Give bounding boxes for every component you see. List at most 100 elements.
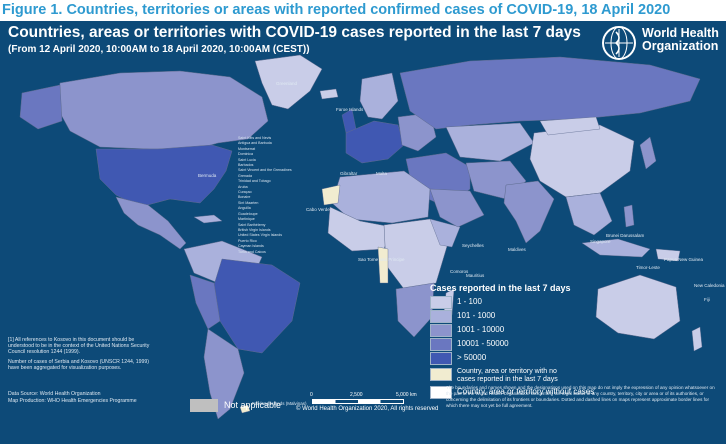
island-label: Barbados: [238, 163, 254, 168]
country-label: Brunei Darussalam: [606, 233, 645, 238]
map-subtitle: (From 12 April 2020, 10:00AM to 18 April…: [8, 44, 310, 55]
scale-bar-graphic: [312, 399, 404, 404]
legend-item: 1 - 100: [430, 296, 600, 310]
island-label: Saint Kitts and Nevis: [238, 136, 272, 140]
island-label: British Virgin Islands: [238, 227, 271, 232]
legend-item: Country, area or territory without cases: [430, 386, 600, 400]
source-block: Data Source: World Health Organization M…: [8, 391, 137, 405]
region-no-case-africa: [377, 246, 389, 284]
country-label: Maldives: [508, 247, 526, 252]
scale-bar: 0 2,500 5,000 km: [310, 392, 420, 422]
legend-label: Country, area or territory with no cases…: [457, 368, 558, 383]
legend-swatch: [430, 386, 452, 399]
legend-title: Cases reported in the last 7 days: [430, 283, 571, 293]
legend-label: 101 - 1000: [457, 311, 496, 320]
island-label: Bonaire: [238, 195, 251, 200]
region-japan: [639, 136, 657, 170]
legend-swatch: [430, 310, 452, 323]
who-name: World Health Organization: [642, 27, 719, 53]
country-label: Greenland: [276, 81, 298, 86]
not-applicable-swatch: [190, 399, 218, 412]
kosovo-note-1: [1] All references to Kosovo in this doc…: [8, 337, 150, 356]
legend-swatch: [430, 368, 452, 381]
country-label: Timor-Leste: [636, 265, 660, 270]
country-label: Sao Tome and Principe: [358, 257, 405, 262]
country-label: Singapore: [590, 239, 611, 244]
region-arabia: [429, 188, 485, 228]
island-label: Cayman Islands: [238, 244, 264, 249]
region-usa: [95, 144, 233, 208]
region-mexico: [115, 196, 187, 250]
who-name-line2: Organization: [642, 39, 719, 53]
legend-item: Country, area or territory with no cases…: [430, 368, 600, 383]
caribbean-island-labels: Saint Kitts and Nevis Antigua and Barbuda…: [238, 136, 292, 255]
country-label: Fiji: [704, 297, 710, 302]
region-north-africa: [331, 170, 431, 224]
country-label: Faroe Islands: [336, 107, 364, 112]
country-label: Falkland Islands (Malvinas): [252, 401, 307, 406]
legend-swatch: [430, 338, 452, 351]
region-andes: [189, 274, 221, 330]
island-label: Trinidad and Tobago: [238, 179, 271, 184]
region-brazil: [213, 258, 301, 354]
island-label: Turks and Caicos: [238, 249, 266, 254]
region-indonesia: [581, 238, 651, 258]
map-panel: Countries, areas or territories with COV…: [0, 21, 726, 444]
region-png: [655, 248, 681, 262]
region-greenland: [254, 54, 323, 110]
island-label: Sint Maarten: [238, 200, 259, 205]
legend-label: 1001 - 10000: [457, 325, 505, 334]
legend-label: > 50000: [457, 353, 487, 362]
region-canada: [57, 70, 269, 150]
copyright: © World Health Organization 2020, All ri…: [296, 406, 439, 412]
legend-label: 10001 - 50000: [457, 339, 509, 348]
world-map[interactable]: [0, 21, 726, 444]
region-scandinavia: [359, 72, 399, 120]
not-applicable-label: Not applicable: [224, 400, 282, 410]
island-label: Puerto Rico: [238, 238, 257, 243]
region-iceland: [319, 88, 339, 100]
scale-unit: km: [410, 392, 417, 398]
who-logo: World Health Organization: [600, 23, 720, 63]
island-label: Saint Lucia: [238, 157, 256, 162]
legend-item: 1001 - 10000: [430, 324, 600, 338]
region-philippines: [623, 204, 635, 228]
country-label: Papua New Guinea: [664, 257, 704, 262]
legend-item: 10001 - 50000: [430, 338, 600, 352]
legend-swatch: [430, 352, 452, 365]
region-caribbean: [193, 214, 223, 224]
region-horn-africa: [429, 218, 461, 248]
island-label: Anguilla: [238, 206, 251, 211]
region-new-zealand: [691, 326, 703, 352]
island-label: Curaçao: [238, 190, 252, 195]
legend-item: 101 - 1000: [430, 310, 600, 324]
legend: Cases reported in the last 7 days 1 - 10…: [430, 283, 594, 399]
country-label: Mauritius: [466, 273, 485, 278]
data-source: Data Source: World Health Organization: [8, 391, 101, 397]
map-production: Map Production: WHO Health Emergencies P…: [8, 398, 137, 404]
island-label: United States Virgin Islands: [238, 233, 283, 238]
region-russia: [399, 56, 701, 130]
country-label: Malta: [376, 171, 388, 176]
region-alaska: [19, 84, 63, 130]
island-label: Antigua and Barbuda: [238, 141, 272, 146]
kosovo-note-2: Number of cases of Serbia and Kosovo (UN…: [8, 359, 149, 372]
island-label: Guadeloupe: [238, 211, 258, 216]
country-label: Seychelles: [462, 243, 484, 248]
region-falklands: [239, 404, 251, 414]
scale-label-2: 5,000: [396, 392, 409, 398]
region-western-europe: [345, 120, 405, 164]
country-label: Bermuda: [198, 173, 217, 178]
region-southeast-asia: [565, 192, 613, 236]
country-label: Comoros: [450, 269, 469, 274]
country-label: New Caledonia: [694, 283, 725, 288]
region-india: [503, 180, 555, 244]
legend-label: Country, area or territory without cases: [457, 387, 595, 396]
island-label: Martinique: [238, 217, 255, 222]
scale-label-1: 2,500: [350, 392, 363, 398]
region-australia: [595, 274, 681, 340]
region-central-asia: [445, 122, 535, 162]
region-mongolia: [539, 116, 601, 136]
legend-label: 1 - 100: [457, 297, 482, 306]
legend-item: > 50000: [430, 352, 600, 366]
